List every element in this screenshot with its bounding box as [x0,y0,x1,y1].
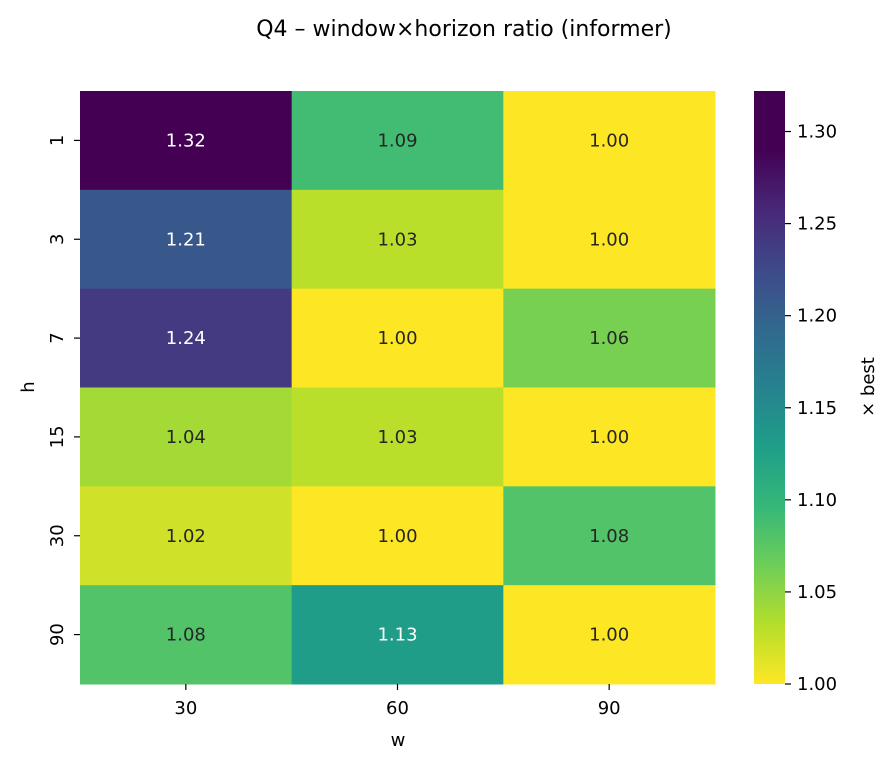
cell-value-label: 1.09 [377,130,417,151]
heatmap-cell [80,486,293,586]
heatmap-cell [80,189,293,290]
chart-title: Q4 – window×horizon ratio (informer) [256,17,672,42]
heatmap-cell [503,387,716,487]
cell-value-label: 1.06 [589,328,629,349]
heatmap-cell [503,585,716,685]
heatmap-cell [503,189,716,290]
cell-value-label: 1.04 [166,427,206,448]
heatmap-cell [503,288,716,388]
cell-value-label: 1.24 [166,328,206,349]
colorbar-tick-label: 1.00 [797,674,837,695]
cell-value-label: 1.08 [589,526,629,547]
heatmap-cell [503,91,716,191]
y-axis-ticks: 1 3 7 15 30 90 [47,135,80,646]
y-axis-label: h [18,381,39,392]
colorbar-label: × best [858,357,879,417]
heatmap-cell [291,189,504,290]
colorbar-tick-label: 1.05 [797,582,837,603]
heatmap-cell [80,387,293,487]
colorbar-tick-label: 1.20 [797,306,837,327]
y-tick-label: 90 [47,623,68,646]
heatmap-cell [291,486,504,586]
colorbar: 1.00 1.05 1.10 1.15 1.20 1.25 1.30 × best [754,91,879,695]
cell-value-label: 1.32 [166,130,206,151]
colorbar-ticks: 1.00 1.05 1.10 1.15 1.20 1.25 1.30 [785,122,837,695]
y-tick-label: 7 [47,332,68,343]
cell-value-label: 1.08 [166,625,206,646]
y-tick-label: 15 [47,425,68,448]
cell-value-label: 1.03 [377,427,417,448]
x-tick-label: 30 [174,698,197,719]
y-tick-label: 1 [47,135,68,146]
heatmap-cell [291,91,504,191]
cell-value-label: 1.00 [377,526,417,547]
heatmap-cell [503,486,716,586]
heatmap-cell-labels: 1.32 1.09 1.00 1.21 1.03 1.00 1.24 1.00 1.06 1.04… [166,130,629,645]
colorbar-tick-label: 1.25 [797,214,837,235]
heatmap-cells [80,91,716,685]
colorbar-tick-label: 1.15 [797,398,837,419]
colorbar-tick-label: 1.10 [797,490,837,511]
cell-value-label: 1.00 [377,328,417,349]
cell-value-label: 1.02 [166,526,206,547]
heatmap-cell [291,387,504,487]
heatmap-cell [80,91,293,191]
cell-value-label: 1.00 [589,625,629,646]
cell-value-label: 1.00 [589,130,629,151]
cell-value-label: 1.03 [377,229,417,250]
cell-value-label: 1.00 [589,427,629,448]
y-tick-label: 30 [47,524,68,547]
x-tick-label: 90 [598,698,621,719]
colorbar-gradient [754,91,785,684]
heatmap-cell [291,288,504,388]
heatmap-cell [80,585,293,685]
x-axis-ticks: 30 60 90 [174,684,621,719]
cell-value-label: 1.13 [377,625,417,646]
colorbar-tick-label: 1.30 [797,122,837,143]
y-tick-label: 3 [47,234,68,245]
heatmap-cell [291,585,504,685]
cell-value-label: 1.00 [589,229,629,250]
heatmap-cell [80,288,293,388]
x-tick-label: 60 [386,698,409,719]
x-axis-label: w [391,730,406,751]
cell-value-label: 1.21 [166,229,206,250]
